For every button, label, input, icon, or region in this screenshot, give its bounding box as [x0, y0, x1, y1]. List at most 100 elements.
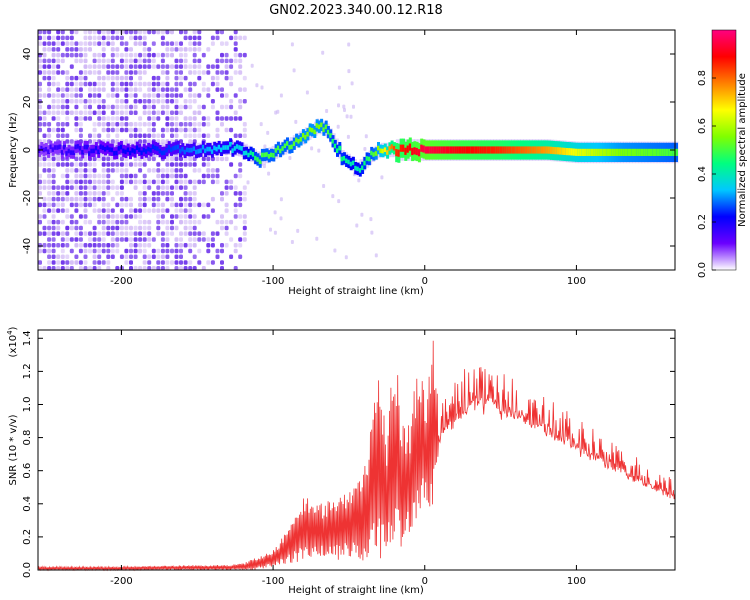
spectrogram-ridge-cell: [629, 148, 633, 156]
spectrogram-cell: [47, 231, 52, 236]
spectrogram-ridge-cell: [190, 147, 194, 153]
spectrogram-cell: [224, 208, 229, 213]
spectrogram-cell: [174, 208, 179, 213]
spectrogram-ridge-cell: [670, 148, 674, 156]
spectrogram-cell: [129, 179, 133, 185]
spectrogram-cell: [238, 237, 243, 242]
spectrogram-cell: [119, 231, 124, 236]
spectrogram-cell: [215, 219, 220, 225]
spectrogram-ridge-cell: [477, 146, 481, 154]
spectrogram-cell: [224, 75, 229, 81]
spectrogram-cell: [179, 243, 183, 248]
spectrogram-cell: [124, 225, 129, 231]
spectrogram-cell: [92, 64, 97, 69]
spectrogram-cell: [165, 47, 170, 52]
spectrogram-cell: [110, 41, 115, 46]
spectrogram-ridge-cell: [654, 148, 658, 156]
spectrogram-ridge-cell: [463, 146, 467, 154]
spectrogram-cell: [101, 29, 106, 35]
spectrogram-cell: [174, 64, 179, 69]
spectrogram-ridge-cell: [433, 146, 437, 154]
spectrogram-ridge-cell: [474, 146, 478, 154]
spectrogram-cell: [78, 191, 83, 196]
spectrogram-cell: [179, 52, 183, 58]
spectrogram-cell: [188, 266, 193, 271]
spectrogram-ridge-cell: [620, 148, 624, 156]
spectrogram-ridge-cell: [113, 151, 117, 156]
spectrogram-cell: [65, 87, 70, 92]
spectrogram-cell: [342, 104, 346, 109]
spectrogram-cell: [151, 254, 156, 259]
spectrogram-cell: [74, 58, 79, 64]
spectrogram-cell: [179, 219, 183, 225]
spectrogram-cell: [51, 196, 56, 202]
spectrogram-cell: [133, 133, 138, 138]
spectrogram-cell: [38, 104, 42, 110]
spectrogram-cell: [124, 41, 129, 46]
spectrogram-cell: [110, 179, 115, 185]
spectrogram-cell: [138, 225, 143, 231]
spectrogram-cell: [56, 81, 61, 87]
spectrogram-ridge-cell: [438, 146, 442, 154]
spectrogram-cell: [183, 47, 188, 52]
spectrogram-cell: [170, 87, 174, 92]
spectrogram-cell: [106, 266, 111, 271]
spectrogram-cell: [47, 237, 52, 242]
spectrogram-cell: [147, 93, 152, 98]
spectrogram-cell: [88, 99, 92, 104]
spectrogram-cell: [188, 99, 193, 104]
spectrogram-cell: [170, 260, 174, 265]
spectrogram-cell: [183, 219, 188, 225]
spectrogram-cell: [106, 219, 111, 225]
spectrogram-cell: [336, 124, 340, 129]
spectrogram-cell: [160, 52, 165, 58]
spectrogram-cell: [92, 58, 97, 64]
spectrogram-cell: [374, 253, 378, 258]
spectrogram-cell: [60, 104, 65, 110]
y-tick-label: 1.0: [22, 397, 33, 413]
spectrogram-cell: [197, 93, 202, 98]
spectrogram-cell: [101, 173, 106, 179]
spectrogram-ridge-cell: [40, 145, 44, 151]
spectrogram-cell: [110, 196, 115, 202]
spectrogram-cell: [97, 122, 102, 127]
spectrogram-cell: [224, 64, 229, 69]
spectrogram-ridge-cell: [38, 148, 41, 153]
spectrogram-cell: [101, 162, 106, 167]
spectrogram-ridge-cell: [286, 141, 289, 146]
spectrogram-cell: [188, 47, 193, 52]
spectrogram-cell: [160, 99, 165, 104]
spectrogram-cell: [110, 70, 115, 75]
spectrogram-cell: [201, 231, 206, 236]
spectrogram-cell: [110, 168, 115, 173]
spectrogram-cell: [47, 127, 52, 133]
spectrogram-cell: [165, 196, 170, 202]
spectrogram-ridge-cell: [531, 146, 535, 154]
spectrogram-cell: [110, 104, 115, 110]
spectrogram-cell: [56, 162, 61, 167]
spectrogram-cell: [92, 191, 97, 196]
spectrogram-cell: [38, 29, 42, 35]
spectrogram-cell: [197, 202, 202, 208]
spectrogram-cell: [124, 260, 129, 265]
spectrogram-cell: [224, 93, 229, 98]
spectrogram-cell: [124, 214, 129, 219]
spectrogram-cell: [97, 70, 102, 75]
spectrogram-cell: [179, 64, 183, 69]
spectrogram-cell: [101, 41, 106, 46]
spectrogram-cell: [60, 87, 65, 92]
spectrogram-cell: [138, 248, 143, 254]
spectrogram-cell: [201, 156, 206, 162]
spectrogram-cell: [242, 133, 247, 138]
spectrogram-cell: [147, 127, 152, 133]
spectrogram-cell: [69, 225, 74, 231]
spectrogram-cell: [233, 173, 238, 179]
spectrogram-cell: [147, 254, 152, 259]
spectrogram-cell: [88, 179, 92, 185]
spectrogram-cell: [60, 191, 65, 196]
spectrogram-cell: [179, 168, 183, 173]
spectrogram-cell: [74, 185, 79, 190]
spectrogram-cell: [170, 64, 174, 69]
spectrogram-cell: [129, 52, 133, 58]
spectrogram-cell: [69, 29, 74, 35]
